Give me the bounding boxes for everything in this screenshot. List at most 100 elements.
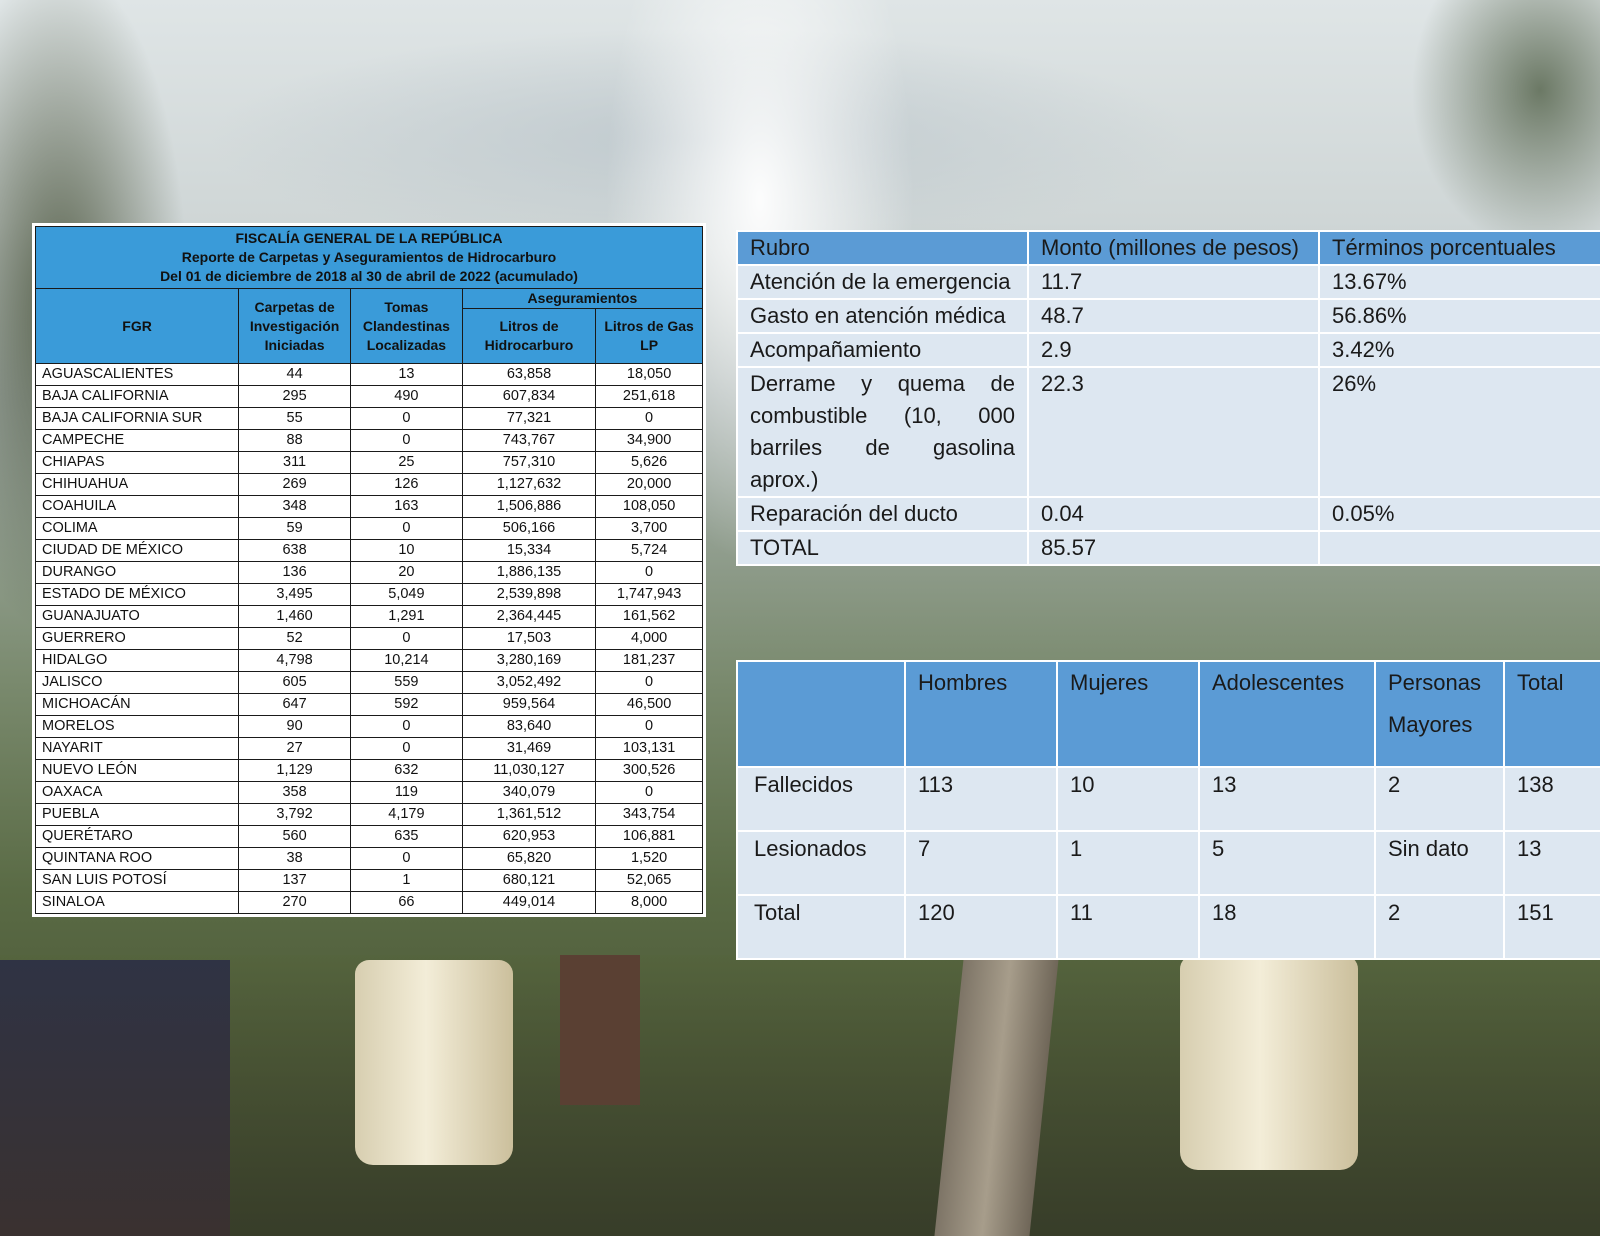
victims-header-row: Hombres Mujeres Adolescentes Personas Ma… — [736, 660, 1600, 768]
costs-monto-cell: 11.7 — [1027, 264, 1320, 300]
table-row: PUEBLA 3,792 4,179 1,361,512 343,754 — [34, 803, 703, 826]
victims-mujeres-cell: 1 — [1056, 830, 1200, 896]
tomas-cell: 0 — [349, 407, 463, 430]
carpetas-cell: 3,495 — [238, 583, 351, 606]
table-row: COAHUILA 348 163 1,506,886 108,050 — [34, 495, 703, 518]
costs-porcentaje-cell — [1318, 530, 1600, 566]
victims-header-blank — [736, 660, 906, 768]
carpetas-cell: 647 — [238, 693, 351, 716]
litros-hidrocarburo-cell: 15,334 — [461, 539, 597, 562]
fgr-title-line-2: Reporte de Carpetas y Aseguramientos de … — [181, 249, 557, 265]
tomas-cell: 1 — [349, 869, 463, 892]
victims-mujeres-cell: 11 — [1056, 894, 1200, 960]
litros-hidrocarburo-cell: 63,858 — [461, 363, 597, 386]
table-row: CIUDAD DE MÉXICO 638 10 15,334 5,724 — [34, 539, 703, 562]
litros-gas-cell: 34,900 — [595, 429, 703, 452]
litros-hidrocarburo-cell: 1,127,632 — [461, 473, 597, 496]
table-row: BAJA CALIFORNIA SUR 55 0 77,321 0 — [34, 407, 703, 430]
victims-adolescentes-cell: 18 — [1198, 894, 1376, 960]
litros-hidrocarburo-cell: 1,506,886 — [461, 495, 597, 518]
litros-hidrocarburo-cell: 340,079 — [461, 781, 597, 804]
tomas-cell: 0 — [349, 517, 463, 540]
carpetas-cell: 88 — [238, 429, 351, 452]
table-row: Atención de la emergencia 11.7 13.67% — [736, 264, 1600, 300]
table-row: AGUASCALIENTES 44 13 63,858 18,050 — [34, 363, 703, 386]
litros-hidrocarburo-cell: 2,364,445 — [461, 605, 597, 628]
header-fgr: FGR — [34, 288, 240, 364]
fgr-table-body: AGUASCALIENTES 44 13 63,858 18,050 BAJA CALIF… — [34, 363, 703, 914]
tomas-cell: 592 — [349, 693, 463, 716]
state-cell: DURANGO — [34, 561, 240, 584]
table-row: Gasto en atención médica 48.7 56.86% — [736, 298, 1600, 334]
carpetas-cell: 311 — [238, 451, 351, 474]
litros-hidrocarburo-cell: 3,052,492 — [461, 671, 597, 694]
table-row: COLIMA 59 0 506,166 3,700 — [34, 517, 703, 540]
costs-porcentaje-cell: 0.05% — [1318, 496, 1600, 532]
litros-gas-cell: 0 — [595, 671, 703, 694]
litros-gas-cell: 161,562 — [595, 605, 703, 628]
table-row: CHIAPAS 311 25 757,310 5,626 — [34, 451, 703, 474]
litros-gas-cell: 343,754 — [595, 803, 703, 826]
carpetas-cell: 59 — [238, 517, 351, 540]
table-row: Total 120 11 18 2 151 — [736, 894, 1600, 960]
costs-monto-cell: 2.9 — [1027, 332, 1320, 368]
table-row: Derrame y quema de combustible (10, 000 … — [736, 366, 1600, 498]
litros-gas-cell: 5,626 — [595, 451, 703, 474]
tomas-cell: 632 — [349, 759, 463, 782]
fgr-title-line-1: FISCALÍA GENERAL DE LA REPÚBLICA — [235, 230, 503, 246]
litros-hidrocarburo-cell: 3,280,169 — [461, 649, 597, 672]
tomas-cell: 10,214 — [349, 649, 463, 672]
costs-header-monto: Monto (millones de pesos) — [1027, 230, 1320, 266]
victims-header-mujeres: Mujeres — [1056, 660, 1200, 768]
table-row: MICHOACÁN 647 592 959,564 46,500 — [34, 693, 703, 716]
state-cell: NAYARIT — [34, 737, 240, 760]
state-cell: CIUDAD DE MÉXICO — [34, 539, 240, 562]
state-cell: GUANAJUATO — [34, 605, 240, 628]
litros-gas-cell: 106,881 — [595, 825, 703, 848]
fgr-report-table: FISCALÍA GENERAL DE LA REPÚBLICA Reporte… — [32, 223, 706, 917]
litros-hidrocarburo-cell: 607,834 — [461, 385, 597, 408]
fuel-jug-right — [1180, 955, 1358, 1170]
fuel-jug-left — [355, 960, 513, 1165]
state-cell: BAJA CALIFORNIA — [34, 385, 240, 408]
costs-monto-cell: 48.7 — [1027, 298, 1320, 334]
state-cell: HIDALGO — [34, 649, 240, 672]
table-row: MORELOS 90 0 83,640 0 — [34, 715, 703, 738]
state-cell: COAHUILA — [34, 495, 240, 518]
litros-hidrocarburo-cell: 743,767 — [461, 429, 597, 452]
costs-rubro-cell: Reparación del ducto — [736, 496, 1029, 532]
state-cell: QUERÉTARO — [34, 825, 240, 848]
victims-mayores-cell: 2 — [1374, 766, 1505, 832]
table-row: JALISCO 605 559 3,052,492 0 — [34, 671, 703, 694]
litros-hidrocarburo-cell: 11,030,127 — [461, 759, 597, 782]
state-cell: MORELOS — [34, 715, 240, 738]
state-cell: COLIMA — [34, 517, 240, 540]
table-row: BAJA CALIFORNIA 295 490 607,834 251,618 — [34, 385, 703, 408]
litros-gas-cell: 1,520 — [595, 847, 703, 870]
state-cell: OAXACA — [34, 781, 240, 804]
state-cell: QUINTANA ROO — [34, 847, 240, 870]
header-carpetas: Carpetas de Investigación Iniciadas — [238, 288, 351, 364]
tomas-cell: 0 — [349, 627, 463, 650]
costs-monto-cell: 85.57 — [1027, 530, 1320, 566]
table-row: GUERRERO 52 0 17,503 4,000 — [34, 627, 703, 650]
litros-hidrocarburo-cell: 757,310 — [461, 451, 597, 474]
state-cell: BAJA CALIFORNIA SUR — [34, 407, 240, 430]
background-ground — [0, 955, 1600, 1236]
carpetas-cell: 605 — [238, 671, 351, 694]
carpetas-cell: 1,460 — [238, 605, 351, 628]
carpetas-cell: 44 — [238, 363, 351, 386]
carpetas-cell: 136 — [238, 561, 351, 584]
table-row: Fallecidos 113 10 13 2 138 — [736, 766, 1600, 832]
litros-gas-cell: 0 — [595, 407, 703, 430]
litros-gas-cell: 18,050 — [595, 363, 703, 386]
victims-hombres-cell: 113 — [904, 766, 1058, 832]
tomas-cell: 0 — [349, 737, 463, 760]
tomas-cell: 25 — [349, 451, 463, 474]
victims-mayores-cell: Sin dato — [1374, 830, 1505, 896]
tomas-cell: 119 — [349, 781, 463, 804]
litros-gas-cell: 20,000 — [595, 473, 703, 496]
costs-header-row: Rubro Monto (millones de pesos) Términos… — [736, 230, 1600, 266]
carpetas-cell: 4,798 — [238, 649, 351, 672]
table-row: Reparación del ducto 0.04 0.05% — [736, 496, 1600, 532]
